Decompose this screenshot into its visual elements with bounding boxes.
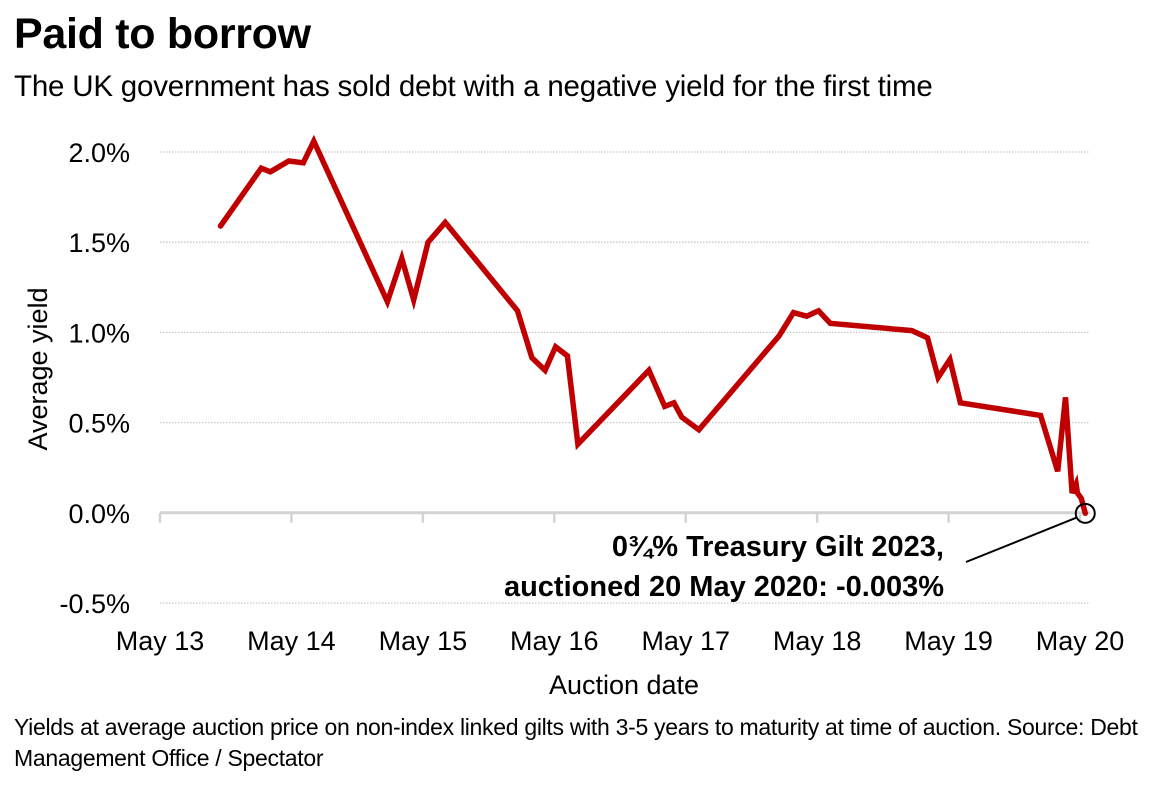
- annotation-leader-line: [965, 516, 1078, 563]
- x-axis-title: Auction date: [549, 670, 699, 700]
- x-tick-label: May 14: [247, 626, 336, 656]
- x-tick-label: May 16: [510, 626, 599, 656]
- y-tick-label: 0.5%: [68, 409, 130, 439]
- y-tick-label: 1.5%: [68, 228, 130, 258]
- x-tick-label: May 18: [773, 626, 862, 656]
- gridlines: [160, 151, 1090, 604]
- annotation-text-line2: auctioned 20 May 2020: -0.003%: [504, 571, 944, 603]
- x-axis: May 13 May 14 May 15 May 16 May 17 May 18 May …: [116, 511, 1125, 656]
- y-tick-label: 1.0%: [68, 318, 130, 348]
- y-tick-label: 2.0%: [68, 138, 130, 168]
- y-tick-label: -0.5%: [59, 589, 130, 619]
- y-tick-label: 0.0%: [68, 499, 130, 529]
- series-line-average-yield: [217, 134, 1089, 517]
- chart-footnote: Yields at average auction price on non-i…: [14, 714, 1138, 771]
- x-tick-label: May 15: [379, 626, 468, 656]
- x-tick-label: May 20: [1036, 626, 1125, 656]
- y-axis-title: Average yield: [23, 287, 53, 450]
- y-axis: 2.0% 1.5% 1.0% 0.5% 0.0% -0.5%: [59, 138, 130, 619]
- x-tick-label: May 17: [641, 626, 730, 656]
- x-tick-label: May 19: [904, 626, 993, 656]
- chart-subtitle: The UK government has sold debt with a n…: [14, 70, 933, 103]
- annotation-highlight-circle: [1074, 502, 1096, 524]
- x-tick-label: May 13: [116, 626, 205, 656]
- annotation-text-line1: 0¾% Treasury Gilt 2023,: [612, 531, 944, 563]
- series-group: [217, 134, 1089, 517]
- chart-title: Paid to borrow: [14, 10, 311, 58]
- annotation-group: 0¾% Treasury Gilt 2023, auctioned 20 May…: [504, 502, 1096, 603]
